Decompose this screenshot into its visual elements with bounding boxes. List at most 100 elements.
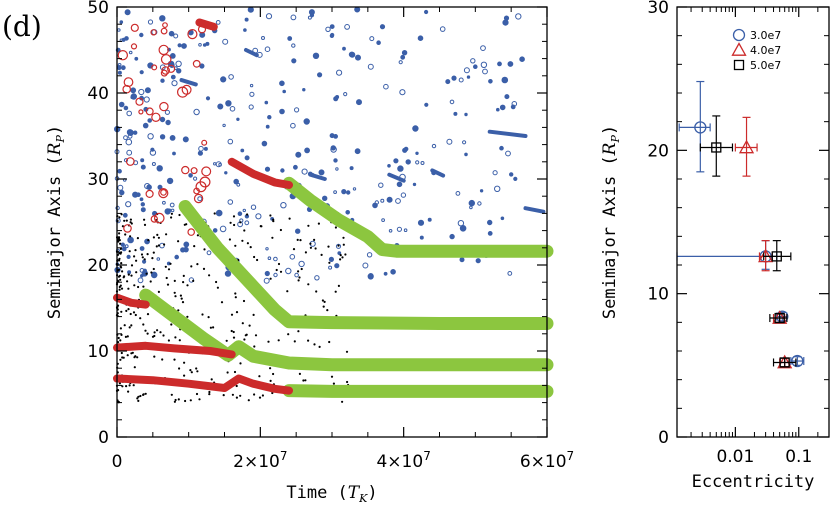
black-point [166, 283, 170, 286]
legend-marker-square [733, 59, 745, 71]
left-y-axis-label: Semimajor Axis (RP) [45, 125, 67, 319]
left-x-tick-exponent: 7 [280, 449, 288, 463]
blue-point [312, 52, 320, 59]
blue-point [362, 262, 369, 269]
black-point [286, 290, 289, 293]
blue-point [227, 138, 234, 145]
black-point [118, 216, 121, 219]
blue-point [264, 270, 270, 277]
black-point [346, 380, 349, 384]
black-point [337, 244, 340, 247]
black-point [136, 397, 139, 400]
blue-point [420, 161, 425, 165]
blue-point [301, 168, 308, 175]
blue-point [403, 146, 409, 152]
blue-point [318, 169, 325, 176]
left-x-axis-label-subscript: K [358, 492, 368, 505]
blue-point [125, 138, 133, 146]
red-open-circle [130, 43, 138, 50]
black-point [146, 313, 150, 316]
red-open-circle [150, 215, 158, 223]
black-point [132, 311, 136, 314]
black-point [183, 374, 186, 377]
black-point [232, 336, 236, 339]
red-open-circle [135, 97, 144, 106]
blue-point [480, 61, 488, 69]
blue-point [510, 104, 516, 110]
legend-label: 5.0e7 [750, 59, 781, 72]
blue-point [330, 32, 335, 38]
blue-point [222, 123, 226, 128]
black-point [173, 400, 176, 403]
black-point [215, 280, 218, 284]
black-point [134, 249, 137, 252]
black-point [313, 238, 316, 241]
blue-point [464, 112, 468, 117]
black-point [279, 270, 283, 273]
black-point [142, 393, 145, 396]
black-point [239, 362, 242, 365]
legend-marker-triangle [731, 42, 747, 56]
blue-point [205, 96, 211, 101]
blue-point [122, 212, 128, 218]
blue-point [219, 225, 227, 233]
black-point [234, 244, 237, 247]
red-open-circle [195, 181, 207, 193]
blue-point [126, 149, 133, 156]
blue-point [401, 50, 408, 56]
left-y-tick-label: 40 [87, 84, 109, 104]
black-point [127, 390, 130, 393]
black-point [130, 274, 133, 277]
black-point [117, 275, 121, 278]
black-point [118, 232, 121, 235]
black-point [120, 266, 123, 269]
red-open-circle [160, 69, 168, 77]
blue-point [273, 256, 278, 262]
black-point [150, 271, 153, 274]
black-point [139, 317, 142, 320]
blue-point [494, 185, 501, 193]
error-bar [676, 240, 778, 270]
blue-point [120, 65, 126, 71]
black-point [130, 324, 133, 327]
blue-point [355, 54, 361, 61]
black-point [320, 253, 323, 256]
blue-point [127, 270, 132, 275]
black-point [173, 279, 176, 282]
legend-marker-circle [732, 28, 746, 42]
blue-point [220, 76, 227, 83]
blue-point [453, 111, 458, 116]
blue-point [280, 168, 285, 173]
blue-point [335, 167, 339, 171]
black-point [163, 243, 166, 246]
black-point [139, 394, 142, 398]
black-point [174, 336, 177, 339]
black-point [120, 351, 123, 355]
black-point [267, 340, 270, 343]
red-open-circle [158, 188, 169, 199]
black-point [334, 226, 337, 229]
blue-point [374, 200, 379, 205]
blue-point [417, 219, 425, 226]
blue-point [197, 150, 203, 156]
black-point [269, 214, 272, 217]
blue-point [419, 235, 424, 240]
black-point [233, 223, 236, 227]
blue-point [280, 202, 287, 209]
blue-point [333, 158, 338, 163]
red-open-circle [201, 139, 208, 146]
black-point [277, 339, 280, 342]
blue-point [354, 6, 361, 13]
blue-point [140, 158, 145, 163]
black-point [249, 246, 252, 249]
blue-point [480, 45, 486, 51]
red-open-circle [145, 189, 154, 198]
blue-point [337, 251, 342, 256]
blue-point [169, 135, 176, 141]
blue-point [139, 32, 144, 38]
left-y-axis-label-close: ) [45, 125, 65, 135]
black-point [129, 312, 132, 316]
black-point [190, 265, 193, 268]
left-y-tick-label: 0 [98, 428, 109, 448]
blue-point [119, 189, 125, 196]
